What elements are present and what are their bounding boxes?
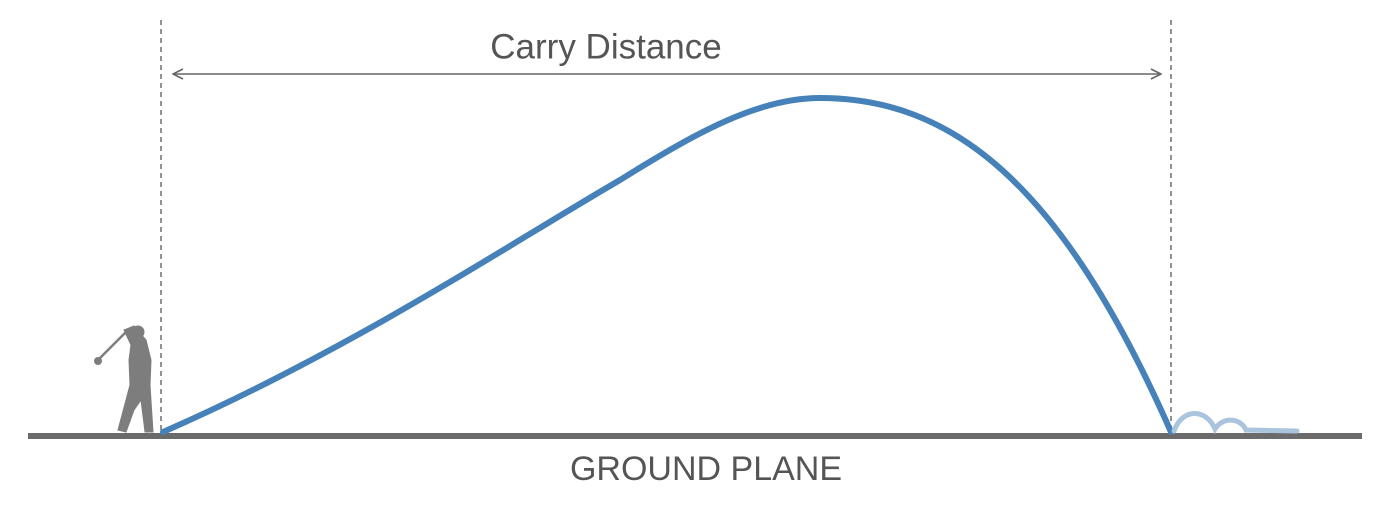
carry-label: Carry Distance [490, 27, 721, 66]
ground-label: GROUND PLANE [570, 450, 842, 488]
golfer-silhouette [94, 325, 154, 433]
ball-trajectory [160, 94, 1174, 435]
bounce-roll [1171, 411, 1300, 435]
